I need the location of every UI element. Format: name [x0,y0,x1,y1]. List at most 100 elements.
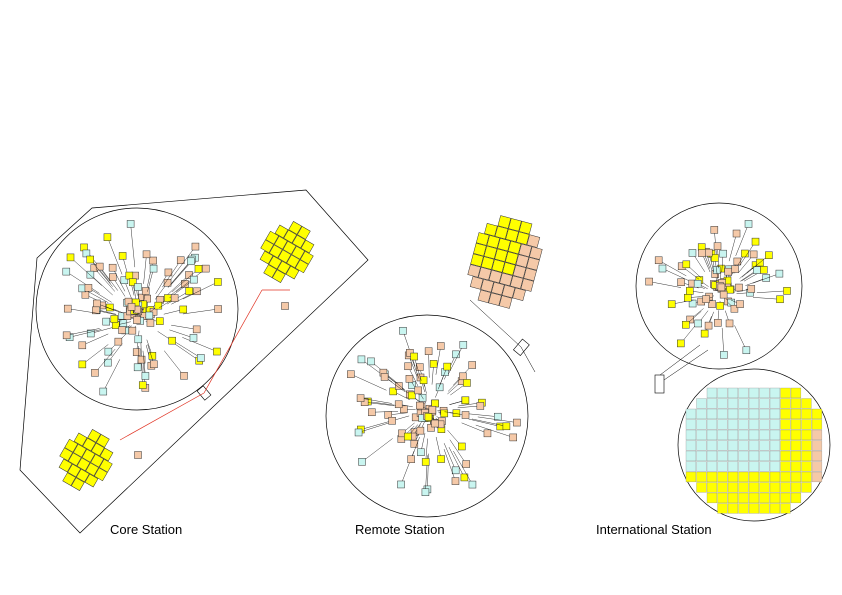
antenna-tile [109,273,117,281]
antenna-tile [145,311,154,320]
antenna-tile [801,408,812,420]
antenna-tile [735,283,743,292]
antenna-tile [497,215,512,229]
antenna-tile [133,316,141,324]
antenna-tile [738,461,749,472]
antenna-tile [63,304,72,313]
antenna-tile [727,450,739,462]
antenna-tile [469,276,484,290]
cable-line [467,413,498,417]
antenna-tile [82,437,97,452]
antenna-tile [64,438,79,453]
antenna-tile [753,266,761,274]
antenna-tile [394,400,403,409]
antenna-tile [727,419,739,430]
antenna-tile [667,300,676,308]
antenna-tile [59,447,74,462]
cable-line [735,223,749,256]
antenna-tile [498,295,513,309]
antenna-tile [748,398,760,409]
antenna-tile [512,287,526,301]
antenna-tile [759,461,770,472]
antenna-tile [292,234,306,249]
antenna-tile [748,387,760,399]
antenna-tile [407,455,415,463]
antenna-tile [759,503,770,514]
cable-line [453,450,473,485]
cable-line [167,261,191,288]
antenna-tile [388,416,396,425]
antenna-tile [110,315,119,323]
cable-line [425,438,428,462]
antenna-tile [458,442,466,451]
antenna-tile [719,249,727,258]
cable-line [112,267,126,292]
antenna-tile [265,230,280,245]
antenna-tile [118,326,126,334]
cable-line [67,308,101,314]
antenna-tile [399,326,407,335]
cable-line [90,259,113,287]
antenna-tile [769,387,781,399]
antenna-tile [518,243,532,258]
antenna-tile [710,226,719,234]
antenna-tile [260,239,275,254]
antenna-tile [738,492,749,504]
antenna-tile [801,482,812,493]
antenna-tile [494,248,508,262]
antenna-tile [494,225,509,240]
antenna-tile [76,468,90,483]
antenna-tile [780,482,791,493]
antenna-tile [727,398,739,409]
antenna-tile [696,440,707,451]
cable-line [443,449,456,482]
cable-line [70,257,102,286]
antenna-tile [780,450,791,462]
antenna-tile [717,450,728,462]
antenna-tile [501,284,516,299]
antenna-tile [700,329,709,338]
antenna-tile [282,240,297,255]
antenna-tile [154,301,163,310]
antenna-tile [801,419,812,430]
antenna-tile [790,482,802,493]
antenna-tile [717,419,728,430]
antenna-tile [811,429,823,441]
antenna-tile [529,246,543,260]
antenna-tile [440,409,449,418]
antenna-tile [286,254,300,269]
antenna-tile [780,419,791,430]
cable-line [88,287,112,303]
antenna-tile [451,477,460,485]
antenna-tile [404,432,412,441]
antenna-tile [164,268,173,277]
antenna-tile [73,443,87,458]
antenna-tile [86,329,95,338]
antenna-tile [142,250,151,259]
antenna-tile [414,386,422,395]
antenna-tile [419,376,428,385]
antenna-tile [747,285,756,293]
antenna-tile [149,264,158,273]
antenna-tile [706,461,718,472]
antenna-tile [73,432,88,447]
antenna-tile [92,306,100,315]
antenna-tile [742,346,751,355]
antenna-tile [748,471,760,483]
cable-line [173,340,201,359]
antenna-tile [759,440,770,451]
antenna-tile [127,303,136,311]
antenna-tile [357,355,366,364]
remote-field-circle [325,314,529,518]
antenna-tile [461,411,470,419]
antenna-tile [132,348,141,356]
antenna-tile [467,264,481,278]
antenna-tile [443,362,451,371]
antenna-tile [714,319,722,327]
fiber-line [203,289,263,394]
antenna-tile [730,304,739,313]
antenna-tile [102,317,110,326]
cable-line [170,246,196,280]
antenna-tile [150,360,158,369]
antenna-tile [194,265,203,273]
